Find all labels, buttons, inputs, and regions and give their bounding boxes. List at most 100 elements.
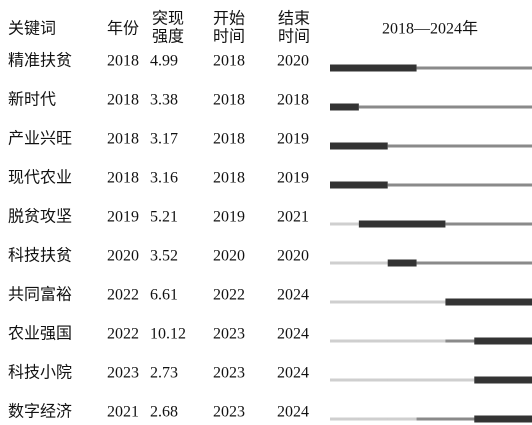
keyword: 共同富裕 (8, 286, 72, 304)
begin: 2023 (213, 404, 245, 421)
strength: 3.16 (150, 170, 178, 187)
burst-bar (358, 220, 446, 228)
begin: 2023 (213, 326, 245, 343)
timeline-after (445, 417, 475, 421)
timeline-after (474, 105, 504, 109)
year: 2018 (107, 131, 139, 148)
keyword: 现代农业 (8, 169, 72, 187)
begin: 2022 (213, 287, 245, 304)
keyword: 脱贫攻坚 (8, 208, 72, 226)
keyword: 产业兴旺 (8, 130, 72, 148)
begin: 2019 (213, 209, 245, 226)
header-timeline: 2018—2024年 (382, 20, 478, 38)
burst-bar (387, 259, 417, 267)
timeline-before (358, 300, 389, 304)
timeline-before (358, 378, 389, 382)
timeline-after (358, 105, 389, 109)
year: 2018 (107, 53, 139, 70)
header-strength: 突现 (152, 10, 184, 28)
end: 2020 (277, 248, 309, 265)
header-begin: 开始 (213, 10, 245, 28)
strength: 3.52 (150, 248, 178, 265)
strength: 4.99 (150, 53, 178, 70)
keyword: 精准扶贫 (8, 52, 72, 70)
timeline-before (330, 300, 360, 304)
burst-bar (330, 64, 417, 72)
keyword: 数字经济 (8, 403, 72, 421)
header-keyword: 关键词 (8, 20, 56, 38)
keyword: 科技小院 (8, 364, 72, 382)
strength: 2.68 (150, 404, 178, 421)
timeline-before (358, 339, 389, 343)
header-end: 时间 (278, 28, 310, 46)
year: 2021 (107, 404, 139, 421)
timeline-before (330, 378, 360, 382)
timeline-after (416, 417, 446, 421)
strength: 3.38 (150, 92, 178, 109)
year: 2019 (107, 209, 139, 226)
end: 2018 (277, 92, 309, 109)
end: 2024 (277, 287, 309, 304)
timeline-before (416, 300, 446, 304)
end: 2019 (277, 131, 309, 148)
timeline-before (330, 222, 360, 226)
timeline-after (387, 144, 418, 148)
timeline-before (387, 417, 418, 421)
strength: 2.73 (150, 365, 178, 382)
begin: 2018 (213, 170, 245, 187)
timeline-after (387, 105, 418, 109)
header-strength: 强度 (152, 28, 184, 46)
timeline-after (503, 66, 532, 70)
timeline-after (416, 261, 446, 265)
burst-bar (330, 181, 388, 189)
timeline-before (416, 378, 446, 382)
timeline-after (416, 66, 446, 70)
keyword: 科技扶贫 (8, 247, 72, 265)
year: 2022 (107, 326, 139, 343)
timeline-after (445, 261, 475, 265)
timeline-after (503, 144, 532, 148)
end: 2024 (277, 326, 309, 343)
timeline-after (474, 66, 504, 70)
timeline-after (416, 183, 446, 187)
strength: 3.17 (150, 131, 178, 148)
year: 2020 (107, 248, 139, 265)
timeline-before (358, 261, 389, 265)
strength: 10.12 (150, 326, 186, 343)
timeline-after (416, 105, 446, 109)
timeline-after (503, 261, 532, 265)
burst-bar (330, 103, 359, 111)
year: 2023 (107, 365, 139, 382)
year: 2022 (107, 287, 139, 304)
year: 2018 (107, 92, 139, 109)
end: 2024 (277, 404, 309, 421)
strength: 5.21 (150, 209, 178, 226)
timeline-after (474, 222, 504, 226)
end: 2024 (277, 365, 309, 382)
timeline-before (387, 300, 418, 304)
timeline-after (387, 183, 418, 187)
strength: 6.61 (150, 287, 178, 304)
year: 2018 (107, 170, 139, 187)
begin: 2018 (213, 92, 245, 109)
timeline-after (445, 222, 475, 226)
begin: 2023 (213, 365, 245, 382)
timeline-after (503, 105, 532, 109)
end: 2020 (277, 53, 309, 70)
end: 2019 (277, 170, 309, 187)
header-year: 年份 (107, 20, 139, 38)
timeline-after (503, 222, 532, 226)
timeline-before (330, 339, 360, 343)
timeline-before (387, 339, 418, 343)
burst-bar (474, 337, 532, 345)
burst-bar (445, 298, 532, 306)
timeline-before (330, 417, 360, 421)
timeline-before (358, 417, 389, 421)
timeline-after (503, 183, 532, 187)
burst-bar (330, 142, 388, 150)
timeline-before (387, 378, 418, 382)
keyword: 新时代 (8, 91, 56, 109)
timeline-before (445, 378, 475, 382)
burst-bar (474, 415, 532, 423)
timeline-before (330, 261, 360, 265)
